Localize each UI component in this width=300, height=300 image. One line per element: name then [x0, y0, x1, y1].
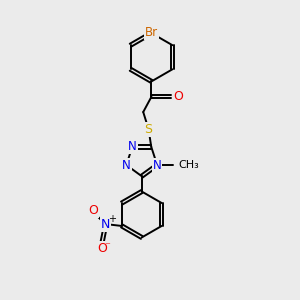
Text: N: N: [128, 140, 136, 153]
Text: N: N: [101, 218, 110, 231]
Text: ⁻: ⁻: [104, 242, 110, 252]
Text: N: N: [153, 158, 161, 172]
Text: O: O: [88, 204, 98, 218]
Text: S: S: [145, 123, 152, 136]
Text: CH₃: CH₃: [179, 160, 200, 170]
Text: O: O: [97, 242, 107, 255]
Text: +: +: [108, 214, 116, 224]
Text: O: O: [173, 90, 183, 103]
Text: N: N: [122, 158, 131, 172]
Text: Br: Br: [145, 26, 158, 39]
